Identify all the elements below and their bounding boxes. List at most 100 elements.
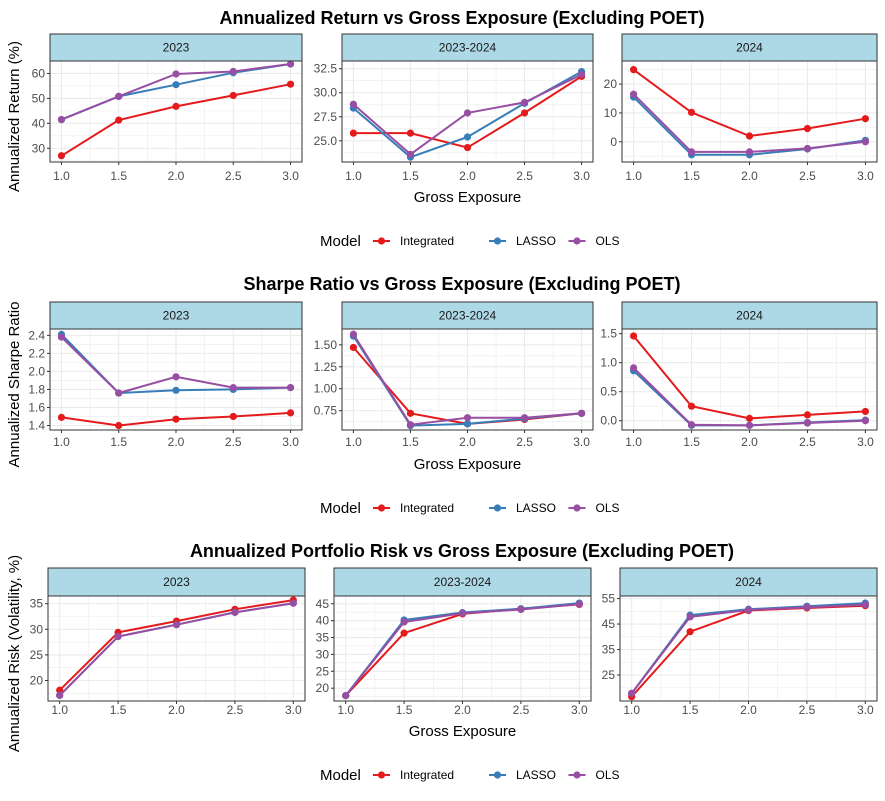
legend-label-ols: OLS	[596, 768, 620, 782]
data-point-ols	[229, 384, 237, 392]
y-tick-label: 1.0	[600, 356, 617, 370]
panel-2023: 2023 1.0 1.5 2.0 2.5 3.0 20 25 30 35	[30, 567, 306, 717]
legend-label-lasso: LASSO	[516, 768, 556, 782]
panel-2024: 2024 1.0 1.5 2.0 2.5 3.0 25 35 45 55	[602, 567, 878, 717]
data-point-integrated	[687, 402, 696, 410]
facet-strip-label: 2023-2024	[439, 309, 497, 323]
data-point-integrated	[406, 409, 415, 417]
data-point-lasso	[463, 133, 472, 141]
x-tick-label: 1.0	[51, 703, 68, 717]
data-point-ols	[115, 389, 123, 397]
facet-strip	[47, 567, 306, 597]
x-tick-label: 3.0	[571, 703, 588, 717]
data-point-ols	[861, 601, 869, 609]
x-tick-label: 1.5	[683, 169, 700, 183]
legend-title: Model	[320, 767, 361, 784]
chart-2: Sharpe Ratio vs Gross Exposure (Excludin…	[6, 274, 878, 517]
data-point-ols	[57, 333, 66, 341]
y-tick-label: 25.0	[314, 134, 338, 148]
legend-title: Model	[320, 233, 361, 250]
legend-key-point	[377, 771, 386, 779]
panel-2023-2024: 2023-2024 1.0 1.5 2.0 2.5 3.0 0.75 1.00 1.25 1.50	[314, 301, 594, 449]
legend-key-point	[573, 771, 581, 779]
facet-strip	[333, 567, 592, 597]
y-tick-label: 27.5	[314, 110, 338, 124]
panel-2023: 2023 1.0 1.5 2.0 2.5 3.0 30 40 50 60	[32, 33, 303, 183]
y-axis-label: Annualized Return (%)	[6, 41, 23, 192]
panel-border	[621, 328, 878, 431]
x-tick-label: 1.0	[625, 169, 642, 183]
facet-strip-label: 2024	[736, 309, 763, 323]
data-point-integrated	[349, 129, 358, 137]
y-tick-label: 0.0	[600, 414, 617, 428]
x-tick-label: 1.0	[345, 169, 362, 183]
y-tick-label: 1.00	[314, 382, 338, 396]
data-point-ols	[172, 621, 181, 629]
data-point-ols	[406, 150, 415, 158]
y-tick-label: 50	[32, 91, 46, 105]
data-point-ols	[286, 60, 295, 68]
data-point-ols	[463, 109, 472, 117]
y-tick-label: 0	[610, 135, 617, 149]
y-tick-label: 35	[602, 643, 616, 657]
data-point-integrated	[172, 102, 180, 110]
data-point-ols	[861, 138, 870, 146]
data-point-ols	[349, 330, 358, 338]
x-tick-label: 3.0	[573, 169, 590, 183]
x-tick-label: 2.0	[741, 435, 758, 449]
y-tick-label: 10	[604, 106, 618, 120]
y-tick-label: 30	[32, 141, 46, 155]
x-tick-label: 2.5	[799, 169, 816, 183]
legend-label-ols: OLS	[596, 501, 620, 515]
data-point-ols	[406, 421, 415, 429]
x-tick-label: 3.0	[857, 435, 874, 449]
data-point-ols	[458, 609, 467, 617]
panel-border	[341, 60, 594, 163]
x-tick-label: 2.5	[225, 435, 242, 449]
data-point-integrated	[286, 80, 295, 88]
data-point-ols	[687, 148, 696, 156]
x-tick-label: 2.5	[227, 703, 244, 717]
y-tick-label: 1.5	[600, 327, 617, 341]
y-tick-label: 35	[316, 631, 330, 645]
y-tick-label: 55	[602, 592, 616, 606]
y-tick-label: 30	[316, 647, 330, 661]
x-tick-label: 1.5	[110, 169, 127, 183]
data-point-ols	[349, 100, 358, 108]
data-point-ols	[745, 421, 754, 429]
legend: Model Integrated LASSO OLS	[320, 233, 620, 250]
y-tick-label: 20	[604, 77, 618, 91]
data-point-integrated	[745, 414, 754, 422]
data-point-ols	[744, 606, 753, 614]
data-point-integrated	[115, 116, 123, 124]
y-tick-label: 1.50	[314, 338, 338, 352]
data-point-integrated	[349, 343, 358, 352]
x-tick-label: 1.5	[402, 169, 419, 183]
panel-border	[49, 328, 303, 431]
data-point-integrated	[861, 407, 870, 416]
panel-border	[47, 595, 306, 702]
data-point-ols	[803, 144, 812, 153]
data-point-ols	[745, 148, 754, 156]
x-tick-label: 1.0	[53, 435, 70, 449]
chart-title: Annualized Portfolio Risk vs Gross Expos…	[190, 541, 734, 561]
chart-title: Annualized Return vs Gross Exposure (Exc…	[219, 8, 704, 28]
y-tick-label: 1.6	[28, 400, 45, 414]
data-point-ols	[520, 98, 529, 106]
x-tick-label: 2.5	[516, 435, 533, 449]
data-point-ols	[517, 605, 525, 614]
x-tick-label: 2.0	[168, 169, 185, 183]
data-point-ols	[400, 618, 408, 626]
facet-strip	[341, 33, 594, 62]
facet-strip	[341, 301, 594, 330]
x-axis-label: Gross Exposure	[414, 189, 522, 206]
facet-strip-label: 2023-2024	[439, 41, 497, 55]
legend: Model Integrated LASSO OLS	[320, 500, 620, 517]
data-point-ols	[286, 384, 295, 392]
legend-label-integrated: Integrated	[400, 768, 454, 782]
data-point-integrated	[803, 411, 812, 419]
legend-label-integrated: Integrated	[400, 234, 454, 248]
x-tick-label: 1.5	[683, 435, 700, 449]
data-point-ols	[56, 691, 64, 699]
x-tick-label: 1.0	[625, 435, 642, 449]
